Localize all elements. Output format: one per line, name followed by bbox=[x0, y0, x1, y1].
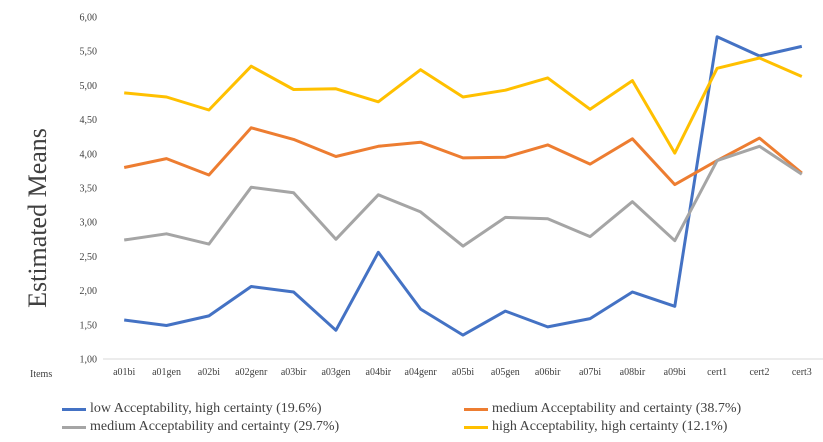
legend-label: low Acceptability, high certainty (19.6%… bbox=[90, 401, 322, 416]
series-lines bbox=[123, 35, 803, 337]
legend-item-1: low Acceptability, high certainty (19.6%… bbox=[62, 401, 322, 417]
legend-swatch bbox=[464, 425, 488, 429]
legend-item-4: high Acceptability, high certainty (12.1… bbox=[464, 419, 727, 435]
x-tick-label: a02bi bbox=[198, 367, 220, 378]
series-line-2 bbox=[123, 126, 803, 187]
legend-label: medium Acceptability and certainty (38.7… bbox=[492, 401, 742, 416]
x-tick-label: a05gen bbox=[491, 367, 520, 378]
legend: low Acceptability, high certainty (19.6%… bbox=[0, 398, 823, 442]
x-tick-label: a09bi bbox=[664, 367, 686, 378]
y-tick-label: 1,00 bbox=[80, 355, 98, 366]
y-axis-ticks: 1,00 1,50 2,00 2,50 3,00 3,50 4,00 4,50 5,00 5,50… bbox=[80, 13, 98, 366]
x-tick-label: a03bir bbox=[281, 367, 307, 378]
x-tick-label: a05bi bbox=[452, 367, 474, 378]
series-line-3 bbox=[123, 144, 803, 248]
x-axis-label: Items bbox=[30, 369, 52, 380]
y-tick-label: 6,00 bbox=[80, 13, 98, 24]
y-axis-label: Estimated Means bbox=[23, 128, 52, 308]
x-tick-label: a02genr bbox=[235, 367, 268, 378]
x-tick-label: cert2 bbox=[749, 367, 769, 378]
y-tick-label: 3,00 bbox=[80, 218, 98, 229]
y-tick-label: 3,50 bbox=[80, 184, 98, 195]
x-tick-label: a06bir bbox=[535, 367, 561, 378]
legend-swatch bbox=[62, 425, 86, 429]
legend-swatch bbox=[464, 407, 488, 411]
legend-swatch bbox=[62, 407, 86, 411]
x-tick-label: a01bi bbox=[113, 367, 135, 378]
y-tick-label: 4,00 bbox=[80, 149, 98, 160]
legend-label: medium Acceptability and certainty (29.7… bbox=[90, 419, 340, 434]
y-tick-label: 5,50 bbox=[80, 47, 98, 58]
x-tick-label: a03gen bbox=[321, 367, 350, 378]
x-axis-ticks: a01bi a01gen a02bi a02genr a03bir a03gen a04bi… bbox=[113, 367, 812, 378]
y-tick-label: 1,50 bbox=[80, 320, 98, 331]
x-tick-label: a07bi bbox=[579, 367, 601, 378]
legend-item-2: medium Acceptability and certainty (38.7… bbox=[464, 401, 741, 417]
x-tick-label: cert3 bbox=[792, 367, 812, 378]
x-tick-label: a08bir bbox=[620, 367, 646, 378]
x-tick-label: cert1 bbox=[707, 367, 727, 378]
legend-item-3: medium Acceptability and certainty (29.7… bbox=[62, 419, 339, 435]
y-tick-label: 5,00 bbox=[80, 81, 98, 92]
series-line-4 bbox=[124, 56, 803, 155]
y-tick-label: 4,50 bbox=[80, 115, 98, 126]
legend-label: high Acceptability, high certainty (12.1… bbox=[492, 419, 728, 434]
x-tick-label: a04bir bbox=[366, 367, 392, 378]
x-tick-label: a01gen bbox=[152, 367, 181, 378]
y-tick-label: 2,00 bbox=[80, 286, 98, 297]
y-tick-label: 2,50 bbox=[80, 252, 98, 263]
series-line-1 bbox=[124, 35, 803, 337]
x-tick-label: a04genr bbox=[405, 367, 438, 378]
